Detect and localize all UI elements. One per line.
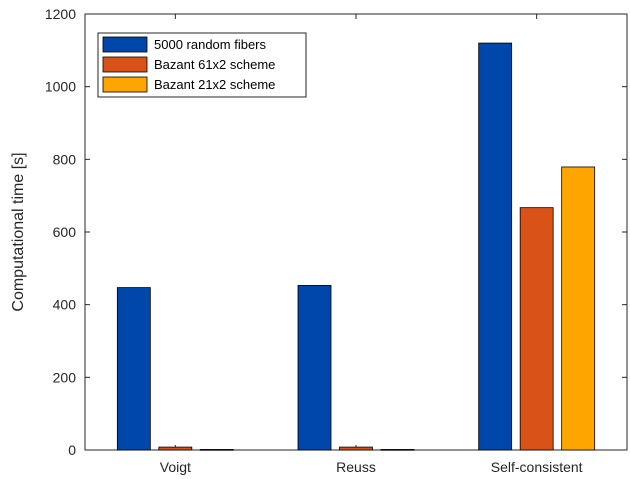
legend-label: Bazant 61x2 scheme (154, 57, 275, 72)
x-axis-ticks: Voigt Reuss Self-consistent (160, 14, 583, 475)
y-tick-label: 400 (53, 297, 77, 313)
bar-reuss-series-1 (297, 285, 332, 451)
bars (116, 42, 596, 451)
legend: 5000 random fibers Bazant 61x2 scheme Baza… (97, 32, 307, 98)
bar-voigt-series-2 (158, 446, 193, 451)
bar-self-consistent-series-3 (561, 166, 596, 451)
legend-swatch (102, 36, 148, 53)
y-axis-label: Computational time [s] (10, 152, 27, 311)
y-tick-label: 1000 (45, 79, 76, 95)
bar-self-consistent-series-2 (519, 207, 554, 451)
legend-label: 5000 random fibers (154, 37, 267, 52)
x-tick-label: Voigt (160, 459, 191, 475)
x-tick-label: Self-consistent (491, 459, 583, 475)
y-tick-label: 800 (53, 151, 77, 167)
y-tick-label: 0 (68, 442, 76, 458)
legend-label: Bazant 21x2 scheme (154, 77, 275, 92)
bar-voigt-series-3 (199, 449, 234, 451)
bar-reuss-series-3 (380, 449, 415, 451)
bar-self-consistent-series-1 (478, 42, 513, 451)
bar-voigt-series-1 (116, 287, 151, 451)
y-tick-label: 200 (53, 369, 77, 385)
x-tick-label: Reuss (336, 459, 376, 475)
y-axis-ticks: 0 200 400 600 800 1000 1200 (45, 6, 627, 458)
legend-swatch (102, 76, 148, 93)
y-tick-label: 600 (53, 224, 77, 240)
legend-swatch (102, 56, 148, 73)
bar-reuss-series-2 (339, 446, 373, 451)
y-tick-label: 1200 (45, 6, 76, 22)
